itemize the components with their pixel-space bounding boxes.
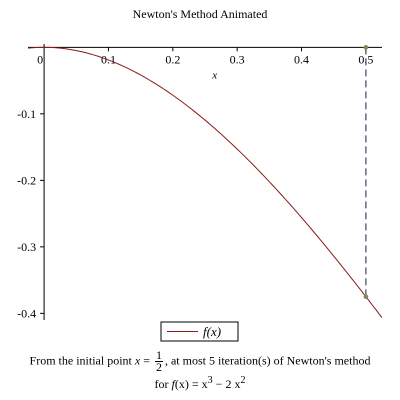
caption-prefix: From the initial point (29, 353, 135, 368)
caption-func: f (171, 377, 175, 391)
x-tick-label: 0.4 (294, 52, 309, 66)
caption-var: x (134, 353, 141, 368)
legend-label: f(x) (203, 324, 221, 339)
caption-suffix: , at most 5 iteration(s) of Newton's met… (164, 353, 371, 368)
caption-line-2: for f(x) = x3 − 2 x2 (0, 375, 400, 392)
newton-chart: Newton's Method Animated 0 0.1 0.2 0.3 0.4 0.… (17, 7, 383, 342)
caption-for: for (154, 377, 172, 391)
chart-title: Newton's Method Animated (133, 7, 268, 21)
fraction-denominator: 2 (155, 360, 162, 374)
newton-layer (363, 45, 369, 300)
curve-layer (27, 46, 383, 319)
y-tick-label: -0.2 (17, 173, 36, 187)
caption-exp-2: 2 (240, 375, 246, 386)
legend: f(x) (160, 321, 239, 342)
series-line-f (27, 46, 383, 319)
axes: 0 0.1 0.2 0.3 0.4 0.5-0.1-0.2-0.3-0.4x (17, 44, 382, 320)
y-tick-label: -0.1 (17, 107, 36, 121)
newton-point-on-curve (363, 294, 369, 300)
x-axis-label: x (211, 69, 217, 81)
caption-eq: = (140, 353, 153, 368)
caption-mid: − 2 x (212, 377, 241, 391)
x-tick-label: 0.3 (230, 52, 245, 66)
x-tick-label: 0.2 (165, 52, 180, 66)
caption-exp-3: 3 (207, 375, 213, 386)
fraction-numerator: 1 (154, 348, 163, 362)
y-tick-label: -0.3 (17, 240, 36, 254)
legend-box (160, 321, 239, 342)
x-tick-label: 0.1 (101, 52, 116, 66)
y-tick-label: -0.4 (17, 306, 36, 320)
newton-point-on-axis (363, 45, 369, 50)
caption-eq2: = x (188, 377, 208, 391)
caption-arg: (x) (174, 377, 189, 391)
x-tick-label: 0 (37, 52, 43, 66)
